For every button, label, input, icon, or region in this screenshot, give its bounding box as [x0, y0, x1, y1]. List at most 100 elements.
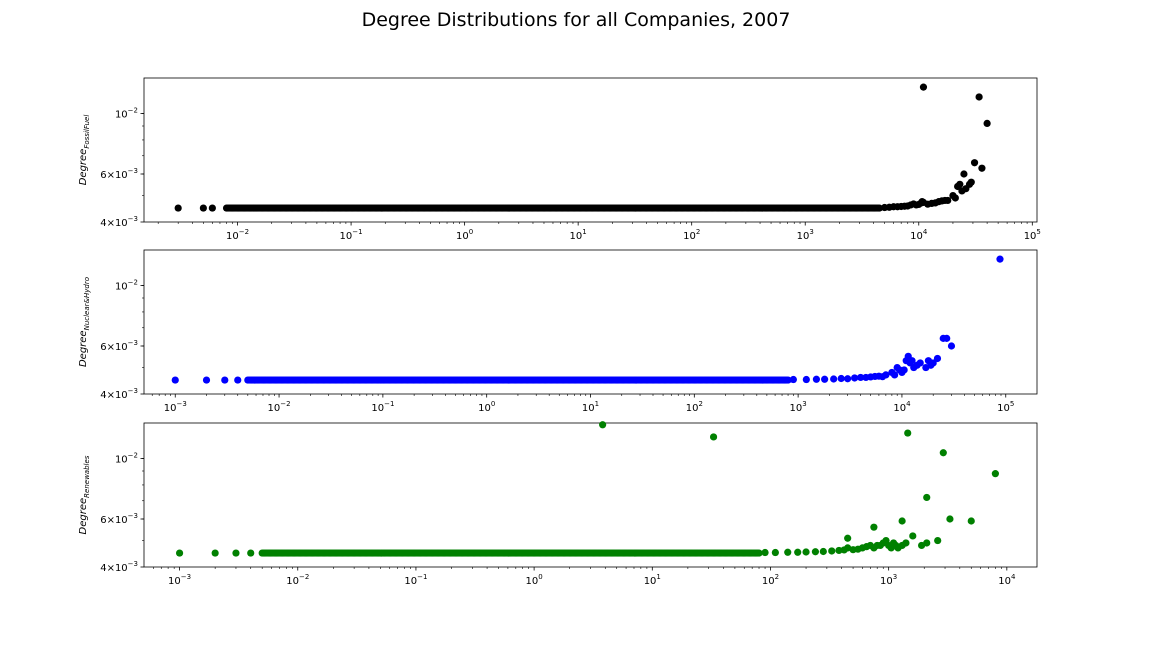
data-point: [202, 376, 211, 384]
x-tick-label: 10−2: [286, 573, 309, 587]
data-point: [821, 375, 829, 383]
data-point: [908, 357, 916, 365]
subplot-renewables: 10−3 10−2 10−1 100 101 102 103 104 4×10−3 6×10−3 1…: [78, 421, 1038, 587]
data-point: [939, 449, 947, 457]
x-tick-label: 105: [1024, 228, 1041, 242]
series-nuclear: [171, 255, 1004, 384]
figure-title: Degree Distributions for all Companies, …: [361, 9, 791, 31]
series-fossil: [174, 83, 991, 212]
data-point: [956, 180, 964, 188]
data-point: [916, 359, 924, 367]
data-point: [951, 194, 959, 202]
data-point: [875, 204, 883, 212]
y-axis-label: DegreeRenewables: [78, 455, 91, 534]
data-point: [211, 549, 219, 557]
subplot-nuclear: 10−3 10−2 10−1 100 101 102 103 104 105 4×10−3 6×10…: [78, 249, 1038, 414]
data-point: [844, 534, 852, 542]
data-point: [199, 204, 207, 212]
data-point: [811, 548, 820, 556]
data-point: [819, 547, 827, 556]
data-point: [171, 376, 179, 384]
x-tick-label: 103: [797, 228, 814, 242]
axes-frame: [143, 77, 1038, 223]
data-point: [934, 536, 942, 545]
data-point: [918, 198, 926, 206]
x-tick-label: 104: [893, 400, 911, 414]
data-point: [761, 548, 769, 557]
data-point: [975, 93, 983, 101]
data-point: [882, 371, 890, 379]
data-point: [923, 539, 931, 547]
y-axis-label: DegreeNuclear&Hydro: [78, 277, 91, 367]
y-tick-label: 6×10−3: [100, 512, 138, 526]
y-tick-label: 4×10−3: [100, 387, 138, 401]
x-tick-label: 10−2: [268, 400, 291, 414]
x-tick-label: 101: [582, 400, 599, 414]
series-renewables: [175, 421, 999, 557]
data-point: [784, 548, 792, 556]
x-tick-label: 10−2: [226, 228, 249, 242]
subplot-fossil: 10−2 10−1 100 101 102 103 104 105 4×10−3 6×10−3 10…: [78, 77, 1041, 242]
data-point: [234, 376, 242, 384]
data-point: [909, 532, 917, 540]
data-point: [599, 421, 607, 429]
data-point: [900, 366, 908, 374]
data-point: [844, 375, 852, 383]
data-point: [175, 549, 184, 557]
data-point: [837, 374, 845, 383]
data-point: [978, 164, 986, 172]
data-point: [789, 375, 797, 384]
x-tick-label: 10−3: [168, 573, 191, 587]
data-point: [828, 547, 836, 555]
data-point: [967, 517, 975, 525]
x-tick-label: 102: [762, 573, 779, 587]
x-tick-label: 103: [790, 400, 807, 414]
x-tick-label: 100: [456, 228, 473, 242]
data-point: [923, 493, 931, 502]
data-point: [904, 429, 912, 437]
data-point: [967, 178, 975, 186]
x-tick-label: 103: [880, 573, 897, 587]
data-point: [919, 83, 928, 91]
data-point: [960, 170, 968, 178]
y-tick-label: 4×10−3: [100, 215, 138, 229]
data-point: [870, 523, 878, 531]
x-tick-label: 102: [683, 228, 700, 242]
data-point: [794, 548, 802, 556]
data-point: [970, 159, 979, 167]
data-point: [174, 204, 182, 212]
data-point: [902, 539, 910, 547]
data-point: [812, 375, 821, 383]
x-tick-label: 10−3: [164, 400, 187, 414]
y-tick-label: 6×10−3: [100, 339, 138, 353]
data-point: [943, 334, 951, 342]
x-tick-label: 101: [570, 228, 587, 242]
data-point: [771, 548, 779, 557]
data-point: [947, 342, 956, 350]
data-point: [983, 119, 991, 127]
data-point: [208, 204, 216, 212]
x-tick-label: 10−1: [371, 400, 394, 414]
y-tick-label: 4×10−3: [100, 560, 138, 574]
data-point: [830, 375, 838, 383]
data-point: [946, 515, 954, 523]
data-point: [232, 549, 240, 557]
y-axis-label: DegreeFossilFuel: [78, 115, 91, 186]
data-point: [802, 375, 810, 384]
data-point: [944, 196, 952, 205]
data-point: [991, 470, 999, 478]
data-point: [802, 548, 810, 556]
x-tick-label: 102: [686, 400, 703, 414]
x-tick-label: 10−1: [404, 573, 427, 587]
y-tick-label: 10−2: [115, 279, 138, 293]
data-point: [857, 373, 865, 382]
y-tick-label: 10−2: [115, 107, 138, 121]
x-tick-label: 100: [478, 400, 495, 414]
data-point: [709, 433, 718, 441]
x-tick-label: 104: [910, 228, 928, 242]
y-tick-label: 6×10−3: [100, 167, 138, 181]
y-tick-label: 10−2: [115, 452, 138, 466]
x-tick-label: 10−1: [340, 228, 363, 242]
data-point: [891, 371, 899, 379]
